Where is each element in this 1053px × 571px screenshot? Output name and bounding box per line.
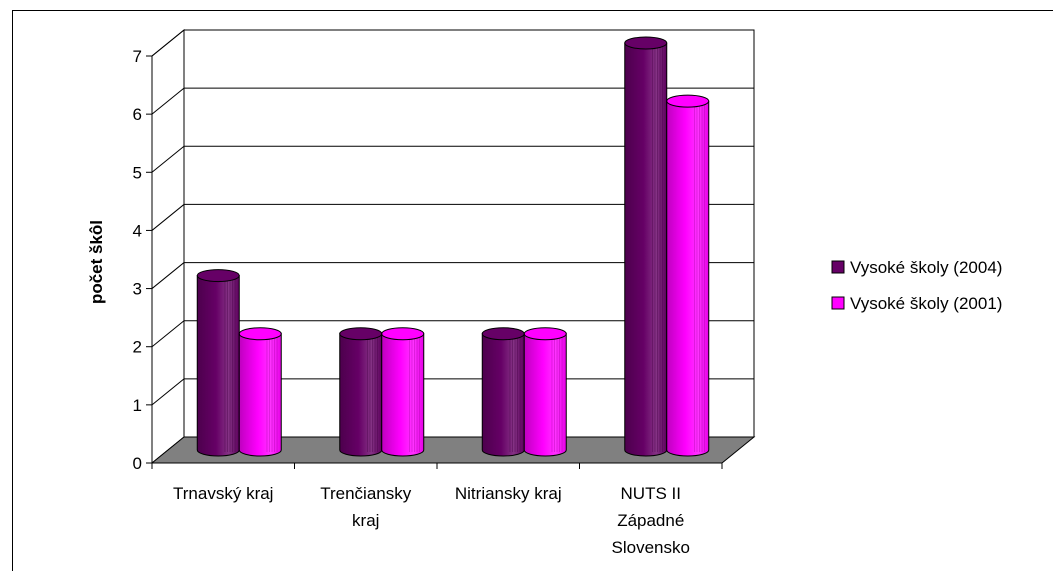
bar xyxy=(666,94,710,457)
y-axis-title: počet škôl xyxy=(87,220,106,304)
gridline-side xyxy=(151,204,185,231)
y-tick-label: 1 xyxy=(133,396,142,415)
legend-label: Vysoké školy (2001) xyxy=(850,294,1002,313)
y-tick-labels: 0 1 2 3 4 5 6 7 xyxy=(133,47,142,473)
x-category-label: NUTS II Západné Slovensko xyxy=(612,484,690,557)
bar xyxy=(381,327,425,457)
gridline-side xyxy=(151,320,185,348)
y-tick-label: 2 xyxy=(133,338,142,357)
side-wall xyxy=(151,28,185,465)
x-category-label: Trenčiansky kraj xyxy=(320,484,412,530)
x-category-labels: Trnavský kraj Trenčiansky kraj Nitriansky k… xyxy=(173,484,690,557)
bar xyxy=(339,327,383,457)
y-tick-label: 0 xyxy=(133,454,142,473)
gridline-side xyxy=(151,87,185,115)
legend-label: Vysoké školy (2004) xyxy=(850,258,1002,277)
chart-frame xyxy=(12,10,1053,571)
y-tick-label: 5 xyxy=(133,163,142,182)
bar xyxy=(238,327,282,457)
bars xyxy=(196,36,710,457)
gridline-side xyxy=(151,29,185,57)
y-tick-label: 7 xyxy=(133,47,142,66)
gridline-side xyxy=(151,145,185,173)
x-category-label: Trnavský kraj xyxy=(173,484,273,503)
bar xyxy=(196,269,240,457)
gridline-side xyxy=(151,378,185,406)
x-category-label: Nitriansky kraj xyxy=(455,484,562,503)
legend: Vysoké školy (2004) Vysoké školy (2001) xyxy=(831,258,1002,313)
gridline-side xyxy=(151,262,185,289)
bar xyxy=(481,327,525,457)
legend-swatch xyxy=(831,296,845,310)
y-tick-label: 4 xyxy=(133,221,142,240)
y-tick-label: 6 xyxy=(133,105,142,124)
axes xyxy=(146,55,723,469)
bar xyxy=(624,36,668,457)
legend-swatch xyxy=(831,260,845,274)
bar xyxy=(523,327,567,457)
y-tick-label: 3 xyxy=(133,280,142,299)
